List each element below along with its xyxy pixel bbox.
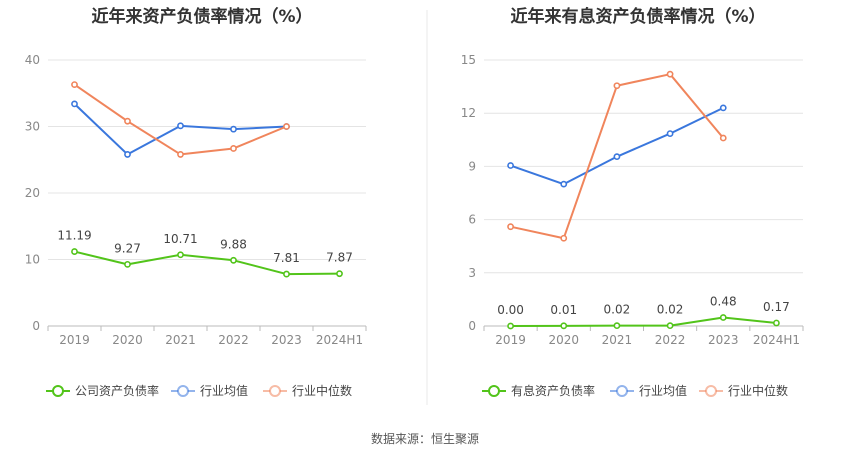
data-point-company[interactable] [560,322,568,330]
chart-debt-ratio: 近年来资产负债率情况（%） 0 10 20 30 40 2019 2020 2021 2022 2… [25,6,367,398]
data-point-mean[interactable] [71,100,78,108]
data-label: 0.17 [763,300,790,314]
data-point-mean[interactable] [177,122,184,130]
data-point-median[interactable] [283,123,290,130]
series-line-median [73,83,287,156]
y-tick-label: 40 [25,53,40,67]
x-tick-label: 2021 [602,333,633,347]
data-point-company[interactable] [230,256,237,264]
data-point-mean[interactable] [613,153,621,161]
legend-item-company[interactable]: 公司资产负债率 [46,383,159,398]
data-label: 0.02 [657,303,684,317]
x-tick-label: 2022 [218,333,249,347]
legend-item-mean[interactable]: 行业均值 [610,383,687,398]
data-label: 0.48 [710,294,737,308]
data-label: 11.19 [57,229,91,243]
series-line-mean [510,106,724,186]
chart-title: 近年来有息资产负债率情况（%） [510,6,765,27]
data-point-company[interactable] [336,270,343,278]
legend-circle-marker [52,385,64,397]
x-tick-label: 2023 [708,333,739,347]
y-tick-label: 0 [32,319,40,333]
legend-item-mean[interactable]: 行业均值 [171,383,248,398]
data-label: 9.27 [114,241,141,255]
legend-item-company[interactable]: 有息资产负债率 [482,383,595,398]
legend-circle-marker [488,385,500,397]
legend-item-median[interactable]: 行业中位数 [263,383,352,398]
y-tick-label: 10 [25,253,40,267]
data-point-median[interactable] [124,117,131,125]
x-tick-label: 2022 [655,333,686,347]
legend-item-median[interactable]: 行业中位数 [699,383,788,398]
data-point-mean[interactable] [230,125,237,133]
y-tick-label: 3 [468,266,476,280]
data-point-company[interactable] [177,251,184,259]
data-point-median[interactable] [613,82,621,90]
legend-label: 公司资产负债率 [75,383,159,398]
legend-label: 行业中位数 [292,383,352,398]
data-point-mean[interactable] [719,104,727,112]
data-point-median[interactable] [230,145,237,152]
data-point-mean[interactable] [507,162,514,169]
legend-label: 行业中位数 [728,383,788,398]
data-label: 0.02 [604,303,631,317]
data-label: 7.87 [326,251,353,265]
data-point-median[interactable] [560,234,568,242]
x-tick-label: 2020 [112,333,143,347]
data-point-median[interactable] [719,134,727,142]
data-point-company[interactable] [666,322,674,330]
y-tick-label: 20 [25,186,40,200]
data-point-median[interactable] [71,81,78,89]
data-point-median[interactable] [666,70,674,78]
data-point-median[interactable] [507,223,514,231]
series-line-company [74,250,340,276]
x-tick-label: 2024H1 [753,333,800,347]
data-point-mean[interactable] [560,180,568,188]
legend-circle-marker [177,385,189,397]
y-tick-label: 30 [25,120,40,134]
legend-circle-marker [616,385,628,397]
data-label: 10.71 [163,232,197,246]
legend-circle-marker [705,385,717,397]
data-point-median[interactable] [177,151,184,158]
x-tick-label: 2021 [165,333,196,347]
legend-label: 行业均值 [639,383,687,398]
legend-label: 有息资产负债率 [511,383,595,398]
data-point-company[interactable] [773,319,780,327]
x-tick-label: 2019 [495,333,526,347]
data-label: 7.81 [273,251,300,265]
x-tick-label: 2024H1 [316,333,363,347]
data-point-mean[interactable] [124,151,131,158]
y-tick-label: 6 [468,213,476,227]
data-label: 9.88 [220,237,247,251]
data-point-company[interactable] [507,322,514,330]
series-line-company [510,316,777,327]
y-tick-label: 15 [461,53,476,67]
data-source-label: 数据来源：恒生聚源 [371,431,479,446]
y-tick-label: 0 [468,319,476,333]
data-point-company[interactable] [613,322,621,330]
y-tick-label: 9 [468,159,476,173]
x-tick-label: 2020 [548,333,579,347]
data-point-mean[interactable] [666,130,674,137]
chart-interest-bearing-debt-ratio: 近年来有息资产负债率情况（%） 0 3 6 9 12 15 2019 2020 2021 2022… [461,6,804,398]
data-label: 0.01 [550,303,577,317]
x-tick-label: 2019 [59,333,90,347]
data-point-company[interactable] [71,248,78,255]
data-point-company[interactable] [719,314,727,321]
legend-circle-marker [269,385,281,397]
legend-label: 行业均值 [200,383,248,398]
data-point-company[interactable] [283,270,290,278]
data-point-company[interactable] [124,260,131,268]
y-tick-label: 12 [461,106,476,120]
chart-title: 近年来资产负债率情况（%） [91,6,312,27]
data-label: 0.00 [497,303,524,317]
x-tick-label: 2023 [271,333,302,347]
